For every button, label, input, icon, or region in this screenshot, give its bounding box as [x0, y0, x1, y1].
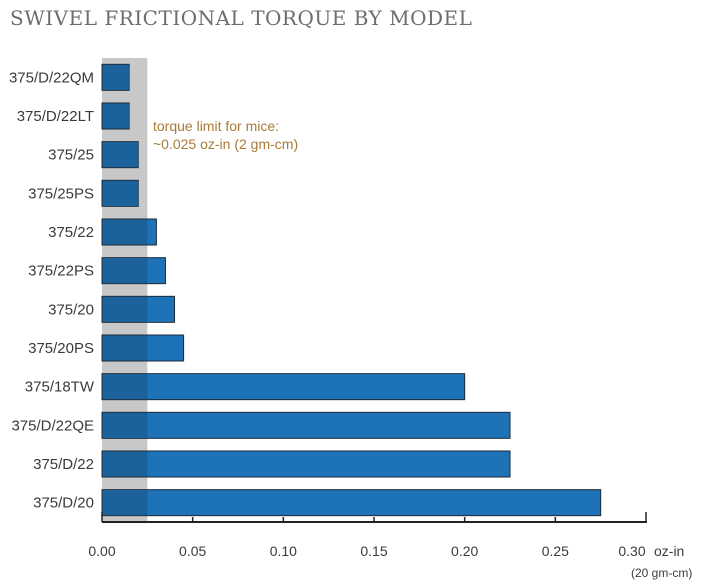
bar-375/D/20 [101, 489, 602, 517]
x-tick-label-0.20: 0.20 [451, 543, 478, 559]
bar-375/D/22 [101, 450, 511, 478]
bar-band-overlay-375/25 [102, 142, 139, 168]
category-labels: 375/D/22QM 375/D/22LT 375/25 375/25PS 375/22… [9, 69, 95, 511]
x-tick-label-0.10: 0.10 [270, 543, 297, 559]
x-tick-label-0.15: 0.15 [360, 543, 387, 559]
category-label-375/D/20: 375/D/20 [33, 495, 94, 512]
category-label-375/18TW: 375/18TW [25, 379, 95, 396]
bar-band-overlay-375/25PS [102, 180, 139, 206]
chart-title: SWIVEL FRICTIONAL TORQUE BY MODEL [10, 6, 472, 30]
x-unit-label: oz-in [654, 543, 684, 559]
category-label-375/25PS: 375/25PS [28, 185, 94, 202]
bar-375/18TW [101, 373, 466, 401]
bar-band-overlay-375/D/22LT [102, 103, 130, 129]
x-tick-label-0.05: 0.05 [179, 543, 206, 559]
bar-band-overlay-375/D/22QM [102, 64, 130, 90]
bar-band-overlay-375/D/22 [102, 451, 148, 477]
x-unit-secondary: (20 gm-cm) [631, 566, 692, 580]
x-tick-label-0.25: 0.25 [542, 543, 569, 559]
category-label-375/D/22LT: 375/D/22LT [17, 108, 94, 125]
bar-band-overlay-375/18TW [102, 374, 148, 400]
bar-band-overlay-375/22PS [102, 258, 148, 284]
category-label-375/20PS: 375/20PS [28, 340, 94, 357]
torque-limit-band [102, 58, 148, 522]
category-label-375/22: 375/22 [48, 224, 94, 241]
limit-annotation-line2: ~0.025 oz-in (2 gm-cm) [153, 136, 298, 152]
category-label-375/D/22QM: 375/D/22QM [9, 69, 94, 86]
x-tick-label-0.00: 0.00 [88, 543, 115, 559]
x-axis: 0.00 0.05 0.10 0.15 0.20 0.25 0.30 oz-in [88, 512, 684, 559]
bar-band-overlay-375/22 [102, 219, 148, 245]
category-label-375/D/22: 375/D/22 [33, 456, 94, 473]
category-label-375/D/22QE: 375/D/22QE [11, 417, 94, 434]
bar-band-overlay-375/D/22QE [102, 412, 148, 438]
bar-375/D/22QE [101, 411, 511, 439]
category-label-375/25: 375/25 [48, 147, 94, 164]
category-label-375/22PS: 375/22PS [28, 263, 94, 280]
x-tick-label-0.30: 0.30 [618, 543, 645, 559]
bar-band-overlay-375/20 [102, 296, 148, 322]
limit-annotation-line1: torque limit for mice: [153, 118, 279, 134]
bar-band-overlay-375/20PS [102, 335, 148, 361]
category-label-375/20: 375/20 [48, 301, 94, 318]
bar-band-overlay-375/D/20 [102, 490, 148, 516]
band-overlay-group [102, 64, 148, 516]
